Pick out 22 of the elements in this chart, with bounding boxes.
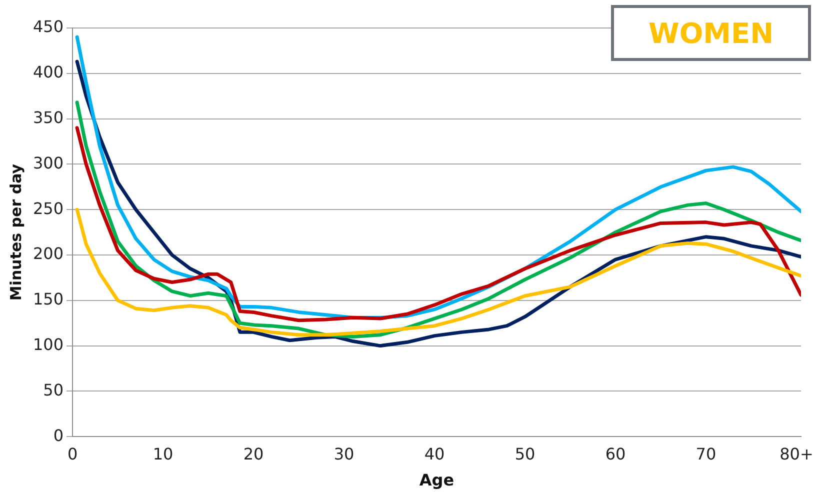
y-tick-label: 300 [32, 153, 64, 172]
y-tick-label: 50 [43, 380, 64, 400]
y-tick-label: 150 [32, 290, 64, 309]
y-tick-label: 100 [32, 334, 64, 354]
x-tick-label: 80+ [780, 444, 814, 464]
x-tick-label: 30 [334, 444, 354, 464]
x-tick-label: 20 [243, 444, 264, 464]
x-tick-label: 40 [424, 444, 445, 464]
x-tick-label: 0 [67, 444, 78, 464]
x-tick-label: 60 [605, 444, 626, 464]
y-axis-title: Minutes per day [6, 164, 25, 301]
y-tick-label: 450 [32, 17, 64, 36]
x-axis-title: Age [419, 470, 454, 490]
y-tick-label: 250 [32, 198, 64, 218]
y-tick-label: 0 [53, 426, 64, 445]
y-tick-label: 400 [32, 62, 64, 82]
y-tick-label: 200 [32, 244, 64, 264]
annotation: WOMEN [611, 5, 811, 61]
x-tick-label: 70 [696, 444, 716, 464]
x-tick-label: 10 [152, 444, 174, 464]
y-tick-label: 350 [32, 108, 64, 127]
x-tick-label: 50 [514, 444, 536, 464]
